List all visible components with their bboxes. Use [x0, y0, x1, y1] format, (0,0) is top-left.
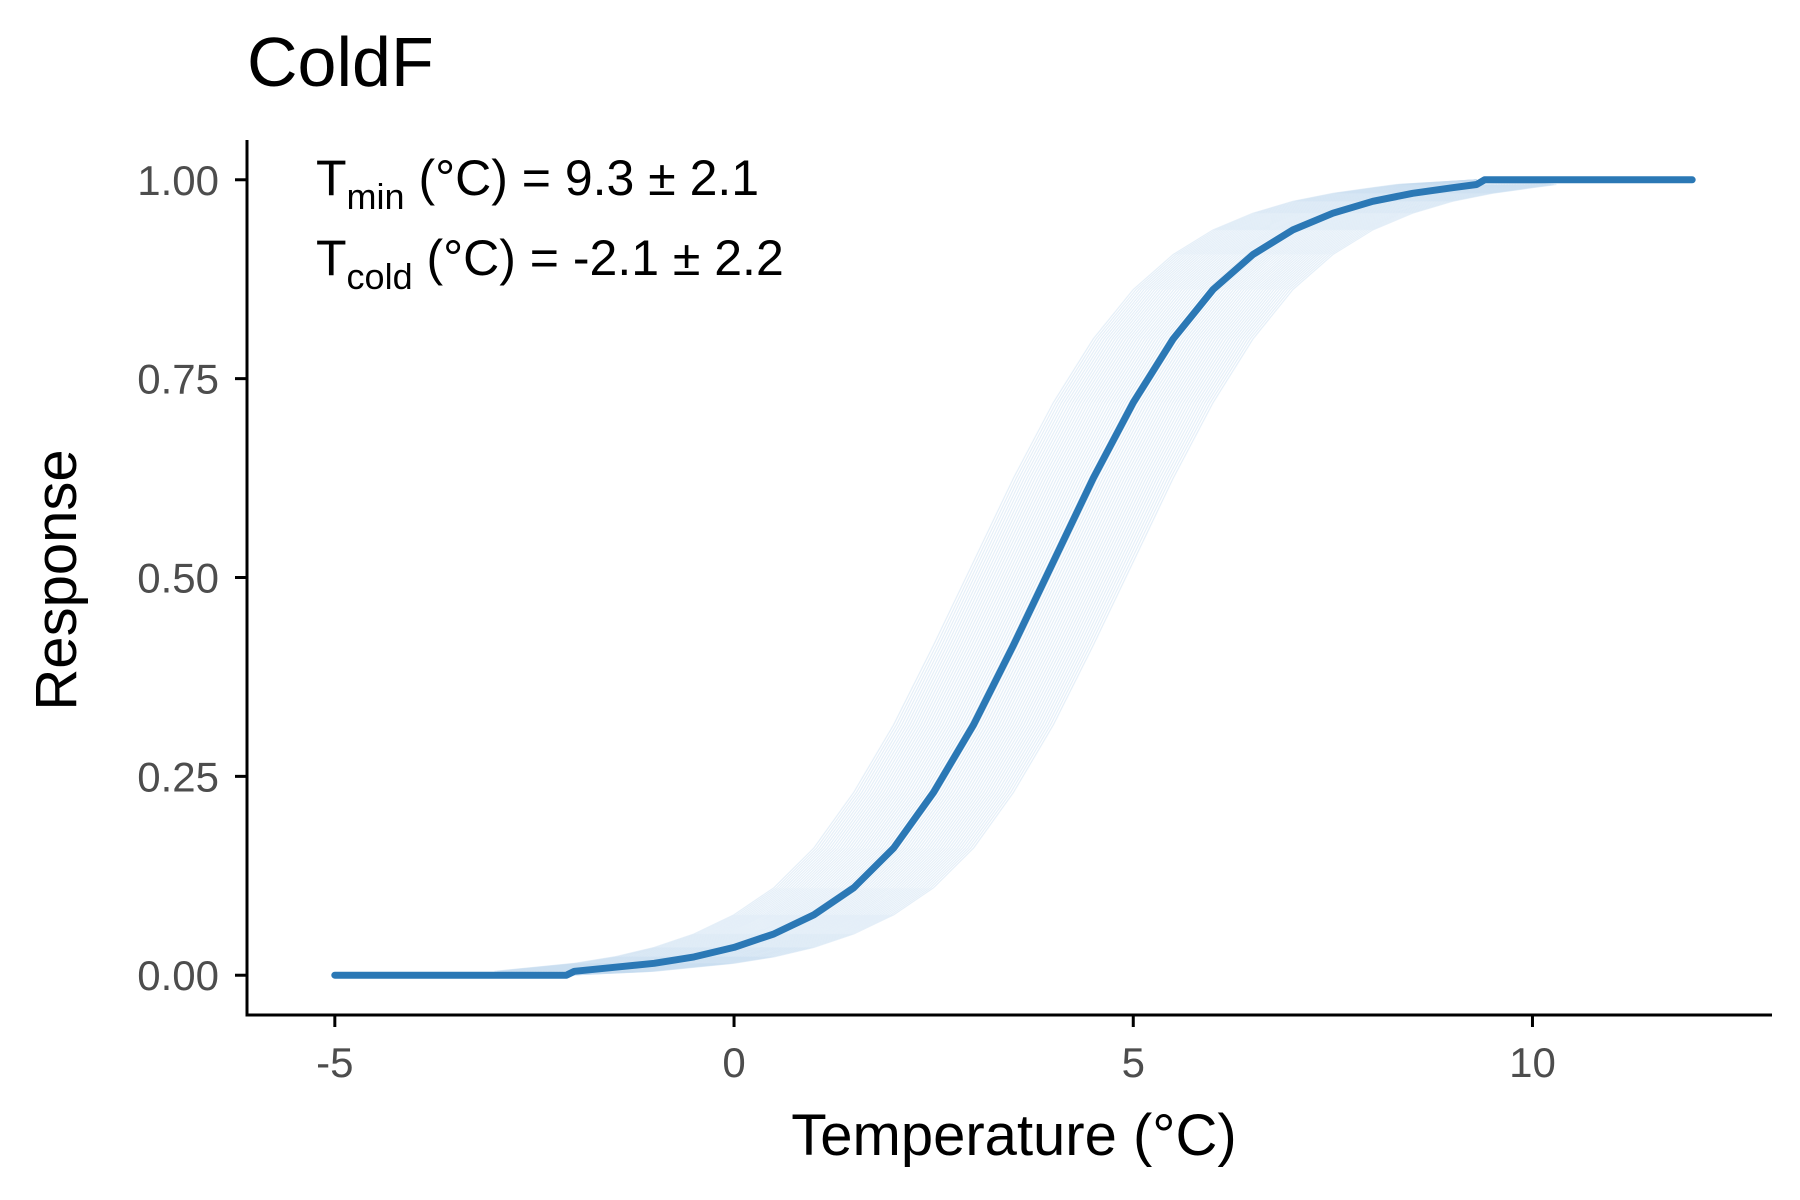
- posterior-draw-line: [516, 179, 1477, 976]
- y-tick-label: 0.75: [137, 356, 219, 403]
- posterior-draw-line: [532, 179, 1477, 976]
- x-axis-title: Temperature (°C): [791, 1103, 1236, 1168]
- posterior-draw-line: [543, 179, 1477, 976]
- y-axis-ticks: 0.00 0.25 0.50 0.75 1.00: [137, 157, 247, 999]
- posterior-draw-line: [548, 179, 1477, 976]
- x-tick-label: 10: [1509, 1039, 1556, 1086]
- posterior-draw-line: [561, 179, 1477, 976]
- posterior-draw-line: [566, 179, 1503, 976]
- posterior-draw-line: [534, 179, 1477, 976]
- posterior-draw-line: [502, 179, 1477, 976]
- posterior-draw-line: [566, 179, 1552, 976]
- posterior-draw-line: [526, 179, 1477, 976]
- posterior-draw-line: [566, 179, 1535, 976]
- posterior-draw-line: [566, 179, 1541, 976]
- x-tick-label: -5: [316, 1039, 353, 1086]
- posterior-draw-line: [524, 179, 1477, 976]
- posterior-draw-line: [566, 179, 1511, 976]
- x-axis-ticks: -5 0 5 10: [316, 1015, 1556, 1086]
- posterior-draw-line: [566, 179, 1506, 976]
- posterior-draw-line: [521, 179, 1477, 976]
- chart-title: ColdF: [247, 23, 434, 101]
- posterior-draw-line: [499, 179, 1477, 976]
- posterior-draw-line: [566, 179, 1546, 976]
- posterior-draw-line: [566, 179, 1538, 976]
- posterior-draw-line: [555, 179, 1477, 976]
- annotation-text: Tcold (°C) = -2.1 ± 2.2: [316, 230, 784, 297]
- posterior-draw-line: [564, 179, 1478, 976]
- posterior-draw-line: [566, 179, 1543, 976]
- posterior-draw-line: [566, 179, 1557, 976]
- posterior-draw-line: [566, 179, 1530, 976]
- y-axis-title: Response: [24, 449, 89, 710]
- posterior-draw-line: [566, 179, 1533, 976]
- posterior-draw-line: [518, 179, 1477, 976]
- y-tick-label: 0.25: [137, 753, 219, 800]
- y-tick-label: 0.50: [137, 555, 219, 602]
- annotation-text: Tmin (°C) = 9.3 ± 2.1: [316, 150, 759, 217]
- posterior-draw-line: [552, 179, 1477, 976]
- posterior-draw-line: [566, 179, 1494, 976]
- posterior-draw-line: [510, 179, 1477, 976]
- posterior-draw-line: [565, 179, 1478, 976]
- posterior-draw-line: [494, 179, 1477, 976]
- posterior-draw-line: [566, 179, 1495, 976]
- posterior-draw-line: [537, 179, 1477, 976]
- posterior-draw-line: [566, 179, 1508, 976]
- posterior-draw-line: [566, 179, 1549, 976]
- posterior-draw-line: [566, 179, 1514, 976]
- posterior-draw-line: [566, 179, 1498, 976]
- posterior-draw-line: [566, 179, 1524, 976]
- x-tick-label: 0: [722, 1039, 745, 1086]
- posterior-draw-line: [507, 179, 1477, 976]
- posterior-draw-line: [545, 179, 1477, 976]
- posterior-draw-line: [540, 179, 1477, 976]
- posterior-draw-line: [566, 179, 1527, 976]
- y-tick-label: 0.00: [137, 952, 219, 999]
- posterior-draw-line: [566, 179, 1554, 976]
- posterior-draw-line: [529, 179, 1477, 976]
- y-tick-label: 1.00: [137, 157, 219, 204]
- posterior-draw-line: [497, 179, 1477, 976]
- posterior-draw-line: [549, 179, 1477, 976]
- posterior-draw-line: [505, 179, 1477, 976]
- posterior-draw-line: [566, 179, 1488, 976]
- posterior-draw-line: [566, 179, 1519, 976]
- posterior-draw-line: [566, 179, 1516, 976]
- fit-line: [331, 176, 1696, 979]
- posterior-draw-line: [566, 179, 1482, 976]
- annotations: Tmin (°C) = 9.3 ± 2.1 Tcold (°C) = -2.1 ±…: [316, 150, 784, 297]
- posterior-draw-line: [513, 179, 1477, 976]
- posterior-draw-line: [566, 179, 1500, 976]
- x-tick-label: 5: [1122, 1039, 1145, 1086]
- uncertainty-band: [494, 179, 1557, 976]
- posterior-draw-line: [566, 179, 1522, 976]
